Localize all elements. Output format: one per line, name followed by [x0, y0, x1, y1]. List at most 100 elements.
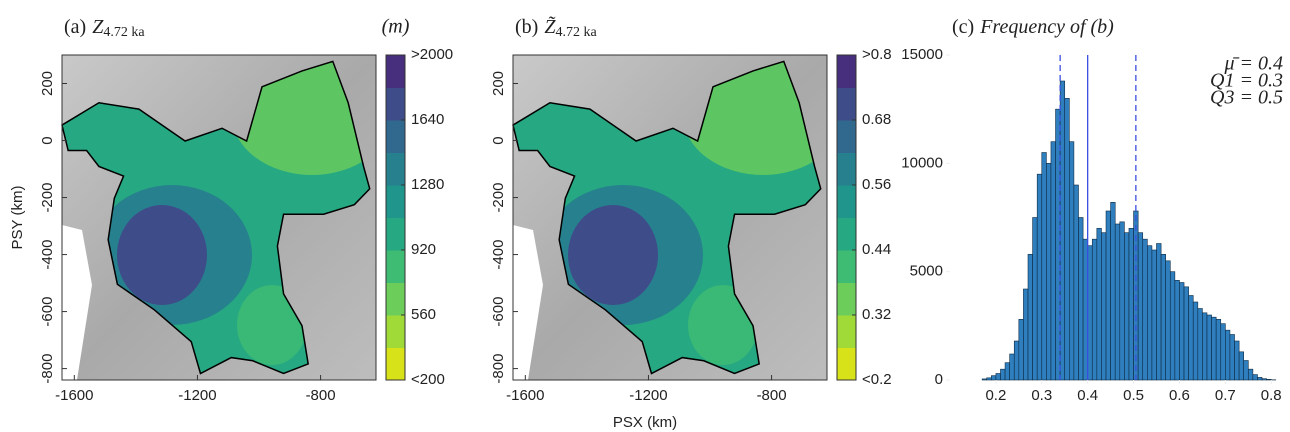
bar — [1179, 282, 1185, 381]
y-tick-label: 200 — [490, 71, 507, 96]
ice-outline — [61, 60, 371, 375]
y-tick-label: -600 — [39, 297, 56, 327]
bar — [1252, 374, 1258, 381]
y-tick-label: -400 — [39, 240, 56, 270]
colorbar-swatch — [386, 315, 405, 348]
bar — [1119, 221, 1125, 381]
colorbar-swatch — [837, 315, 856, 348]
bar — [1105, 210, 1111, 381]
bar — [1110, 202, 1116, 381]
panel-title: (a) Z4.72 ka — [64, 16, 145, 41]
bar — [981, 378, 988, 381]
bar — [1238, 351, 1244, 381]
x-tick-label: -800 — [757, 387, 787, 404]
bar — [1073, 184, 1079, 381]
y-tick-label: 0 — [490, 136, 507, 144]
colorbar-tick-label: 0.68 — [862, 111, 891, 128]
y-tick-label: -200 — [39, 183, 56, 213]
bar — [1229, 334, 1235, 381]
y-tick-label: -200 — [490, 183, 507, 213]
colorbar-swatch — [837, 87, 856, 121]
bar — [1041, 152, 1047, 381]
x-tick-label: -1200 — [629, 387, 667, 404]
colorbar-unit: (m) — [382, 16, 410, 38]
field-patch — [568, 205, 658, 305]
colorbar-tick-label: <0.2 — [862, 371, 892, 388]
colorbar-tick-label: 0.32 — [862, 306, 891, 323]
bar — [1059, 80, 1066, 381]
y-tick-label: -800 — [39, 354, 56, 384]
panel-label: (c) — [952, 16, 974, 38]
bar — [1046, 163, 1052, 381]
bar — [1202, 312, 1208, 381]
bar — [1147, 245, 1153, 381]
ocean — [513, 225, 543, 380]
colorbar-swatch — [386, 152, 405, 186]
y-tick-label: 15000 — [901, 46, 943, 63]
y-tick-label: 5000 — [910, 263, 943, 280]
x-tick-label: -800 — [306, 387, 336, 404]
bar — [1027, 254, 1033, 381]
colorbar-swatch — [837, 282, 856, 316]
bar — [1165, 260, 1171, 381]
y-tick-label: 10000 — [901, 154, 943, 171]
colorbar-swatch — [837, 250, 856, 283]
bar — [1206, 314, 1212, 381]
bar — [1114, 223, 1121, 381]
axes-frame — [512, 54, 828, 381]
colorbar-swatch — [837, 55, 856, 88]
colorbar-swatch — [386, 120, 405, 153]
bar — [1192, 301, 1199, 381]
bar — [1266, 379, 1272, 381]
bar — [1151, 249, 1157, 381]
bar — [995, 373, 1001, 381]
colorbar-frame — [385, 54, 406, 381]
bar — [1215, 319, 1222, 381]
stat-label: Q1 = 0.3 — [1210, 70, 1283, 92]
x-tick-label: -1600 — [55, 387, 93, 404]
bar — [1032, 217, 1038, 381]
colorbar-tick-label: 0.56 — [862, 176, 891, 193]
bar — [991, 375, 997, 381]
bar — [1000, 368, 1006, 381]
x-tick-label: 0.5 — [1123, 387, 1144, 404]
colorbar-tick-label: <200 — [411, 371, 445, 388]
field-patch — [117, 205, 207, 305]
bar — [1160, 254, 1166, 381]
bar — [1091, 238, 1098, 381]
panel-subscript: 4.72 ka — [103, 25, 145, 40]
y-axis-label: PSY (km) — [9, 186, 26, 250]
x-tick-label: 0.8 — [1261, 387, 1282, 404]
colorbar-tick-label: >2000 — [411, 46, 453, 63]
bar — [1013, 340, 1020, 381]
bar — [1004, 362, 1010, 381]
bar — [1183, 286, 1189, 381]
bar — [1137, 232, 1144, 381]
bar — [1211, 316, 1217, 381]
stat-label: μ̄ = 0.4 — [1223, 53, 1283, 75]
bar — [1128, 228, 1134, 381]
x-tick-label: 0.3 — [1031, 387, 1052, 404]
colorbar-frame — [836, 54, 857, 381]
colorbar-swatch — [837, 347, 856, 381]
y-tick-label: 0 — [39, 136, 56, 144]
ocean — [62, 225, 92, 380]
bar — [1243, 360, 1249, 381]
y-tick-label: -600 — [490, 297, 507, 327]
colorbar-swatch — [386, 185, 405, 218]
colorbar-swatch — [386, 347, 405, 381]
y-tick-label: -800 — [490, 354, 507, 384]
bar — [1009, 353, 1015, 381]
bar — [1078, 217, 1084, 381]
bar — [1197, 308, 1203, 381]
bar — [1156, 243, 1162, 381]
bar — [1064, 98, 1070, 381]
x-tick-label: -1200 — [178, 387, 216, 404]
y-tick-label: 200 — [39, 71, 56, 96]
bar — [1142, 238, 1148, 381]
y-tick-label: -400 — [490, 240, 507, 270]
bar — [1018, 319, 1024, 381]
colorbar-tick-label: 1280 — [411, 176, 444, 193]
colorbar-tick-label: 1640 — [411, 111, 444, 128]
